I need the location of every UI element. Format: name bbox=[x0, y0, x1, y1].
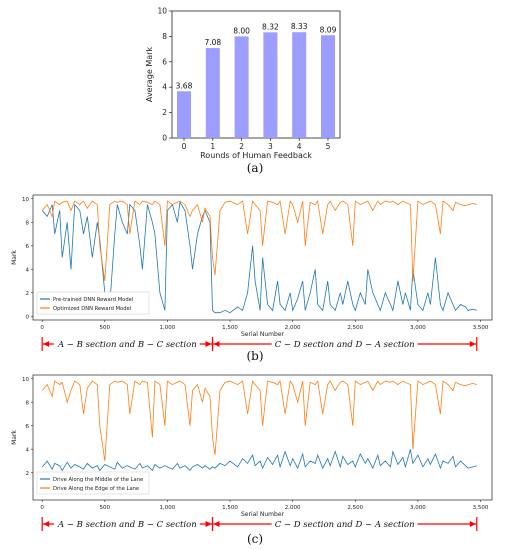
y-tick-label: 10 bbox=[22, 197, 29, 203]
x-axis-label: Serial Number bbox=[241, 511, 285, 518]
arrow-head bbox=[469, 341, 476, 347]
x-tick-label: 1,500 bbox=[222, 325, 238, 331]
plot-a-frame bbox=[171, 10, 341, 139]
x-tick-label: 1,500 bbox=[222, 505, 238, 511]
x-tick-label: 2,500 bbox=[347, 325, 363, 331]
arrow-head bbox=[213, 521, 220, 527]
bar-value-label: 8.00 bbox=[233, 26, 250, 35]
y-tick-label: 8 bbox=[162, 32, 167, 41]
section-label-left: A − B section and B − C section bbox=[57, 340, 197, 350]
arrow-head bbox=[469, 521, 476, 527]
bar-value-label: 3.68 bbox=[176, 81, 193, 90]
y-tick-label: 0 bbox=[26, 314, 30, 320]
series-line-2 bbox=[41, 200, 477, 282]
x-tick-label: 500 bbox=[100, 505, 111, 511]
y-axis-label: Mark bbox=[11, 430, 18, 445]
arrow-head bbox=[213, 341, 220, 347]
y-tick-label: 0 bbox=[162, 134, 167, 143]
legend-label: Drive Along the Middle of the Lane bbox=[53, 477, 143, 483]
legend-label: Pre-trained DNN Reward Model bbox=[53, 297, 133, 303]
x-tick-label: 0 bbox=[182, 142, 187, 151]
section-label-left: A − B section and B − C section bbox=[57, 520, 197, 530]
x-axis-label: Serial Number bbox=[241, 331, 285, 338]
x-tick-label: 2 bbox=[239, 142, 244, 151]
x-tick-label: 4 bbox=[297, 142, 302, 151]
x-tick-label: 0 bbox=[40, 505, 44, 511]
x-tick-label: 3,000 bbox=[410, 325, 426, 331]
legend-box bbox=[36, 471, 150, 495]
x-tick-label: 1 bbox=[210, 142, 215, 151]
bar bbox=[205, 48, 220, 138]
x-tick-label: 3,500 bbox=[473, 325, 489, 331]
y-tick-label: 4 bbox=[162, 83, 167, 92]
bar bbox=[234, 36, 249, 138]
label-bg bbox=[271, 340, 418, 350]
x-tick-label: 2,500 bbox=[347, 505, 363, 511]
x-tick-label: 3 bbox=[268, 142, 273, 151]
plot-frame bbox=[32, 194, 493, 321]
arrow-head bbox=[205, 341, 212, 347]
caption: (b) bbox=[246, 349, 263, 363]
y-tick-label: 2 bbox=[26, 291, 30, 297]
y-tick-label: 6 bbox=[26, 244, 30, 250]
bar bbox=[321, 35, 335, 138]
y-tick-label: 8 bbox=[26, 400, 30, 406]
caption-a: (a) bbox=[247, 161, 264, 175]
plot-frame bbox=[32, 374, 493, 501]
x-tick-label: 2,000 bbox=[285, 325, 301, 331]
bar-value-label: 8.09 bbox=[320, 25, 337, 34]
series-line-1 bbox=[41, 201, 477, 314]
y-tick-label: 6 bbox=[162, 57, 167, 66]
x-tick-label: 0 bbox=[40, 325, 44, 331]
label-bg bbox=[53, 340, 200, 350]
series-line-1 bbox=[41, 449, 477, 472]
y-tick-label: 4 bbox=[26, 267, 30, 273]
x-tick-label: 5 bbox=[326, 142, 331, 151]
x-tick-label: 2,000 bbox=[285, 505, 301, 511]
arrow-head bbox=[43, 521, 50, 527]
section-label-right: C − D section and D − A section bbox=[275, 340, 415, 350]
legend-label: Optimized DNN Reward Model bbox=[53, 306, 131, 312]
arrow-head bbox=[43, 341, 50, 347]
x-tick-label: 1,000 bbox=[160, 325, 176, 331]
y-tick-label: 2 bbox=[26, 471, 30, 477]
y-axis-label: Average Mark bbox=[145, 47, 154, 102]
bar bbox=[177, 91, 191, 138]
x-axis-label: Rounds of Human Feedback bbox=[200, 151, 312, 160]
caption: (c) bbox=[247, 532, 263, 546]
legend-box bbox=[36, 291, 150, 315]
y-axis-label: Mark bbox=[11, 250, 18, 265]
x-tick-label: 1,000 bbox=[160, 505, 176, 511]
arrow-head bbox=[205, 521, 212, 527]
y-tick-label: 10 bbox=[157, 7, 167, 16]
legend-label: Drive Along the Edge of the Lane bbox=[53, 486, 139, 492]
bar bbox=[263, 32, 278, 138]
y-tick-label: 4 bbox=[26, 447, 30, 453]
bar-value-label: 8.33 bbox=[291, 22, 308, 31]
bar-value-label: 8.32 bbox=[262, 22, 279, 31]
y-tick-label: 10 bbox=[22, 377, 29, 383]
label-bg bbox=[53, 520, 200, 530]
x-tick-label: 3,000 bbox=[410, 505, 426, 511]
label-bg bbox=[271, 520, 418, 530]
y-tick-label: 6 bbox=[26, 424, 30, 430]
x-tick-label: 500 bbox=[100, 325, 111, 331]
y-tick-label: 8 bbox=[26, 220, 30, 226]
bar bbox=[292, 32, 307, 138]
bar-value-label: 7.08 bbox=[204, 38, 221, 47]
series-line-2 bbox=[41, 380, 477, 462]
section-label-right: C − D section and D − A section bbox=[275, 520, 415, 530]
y-tick-label: 2 bbox=[162, 108, 167, 117]
x-tick-label: 3,500 bbox=[473, 505, 489, 511]
